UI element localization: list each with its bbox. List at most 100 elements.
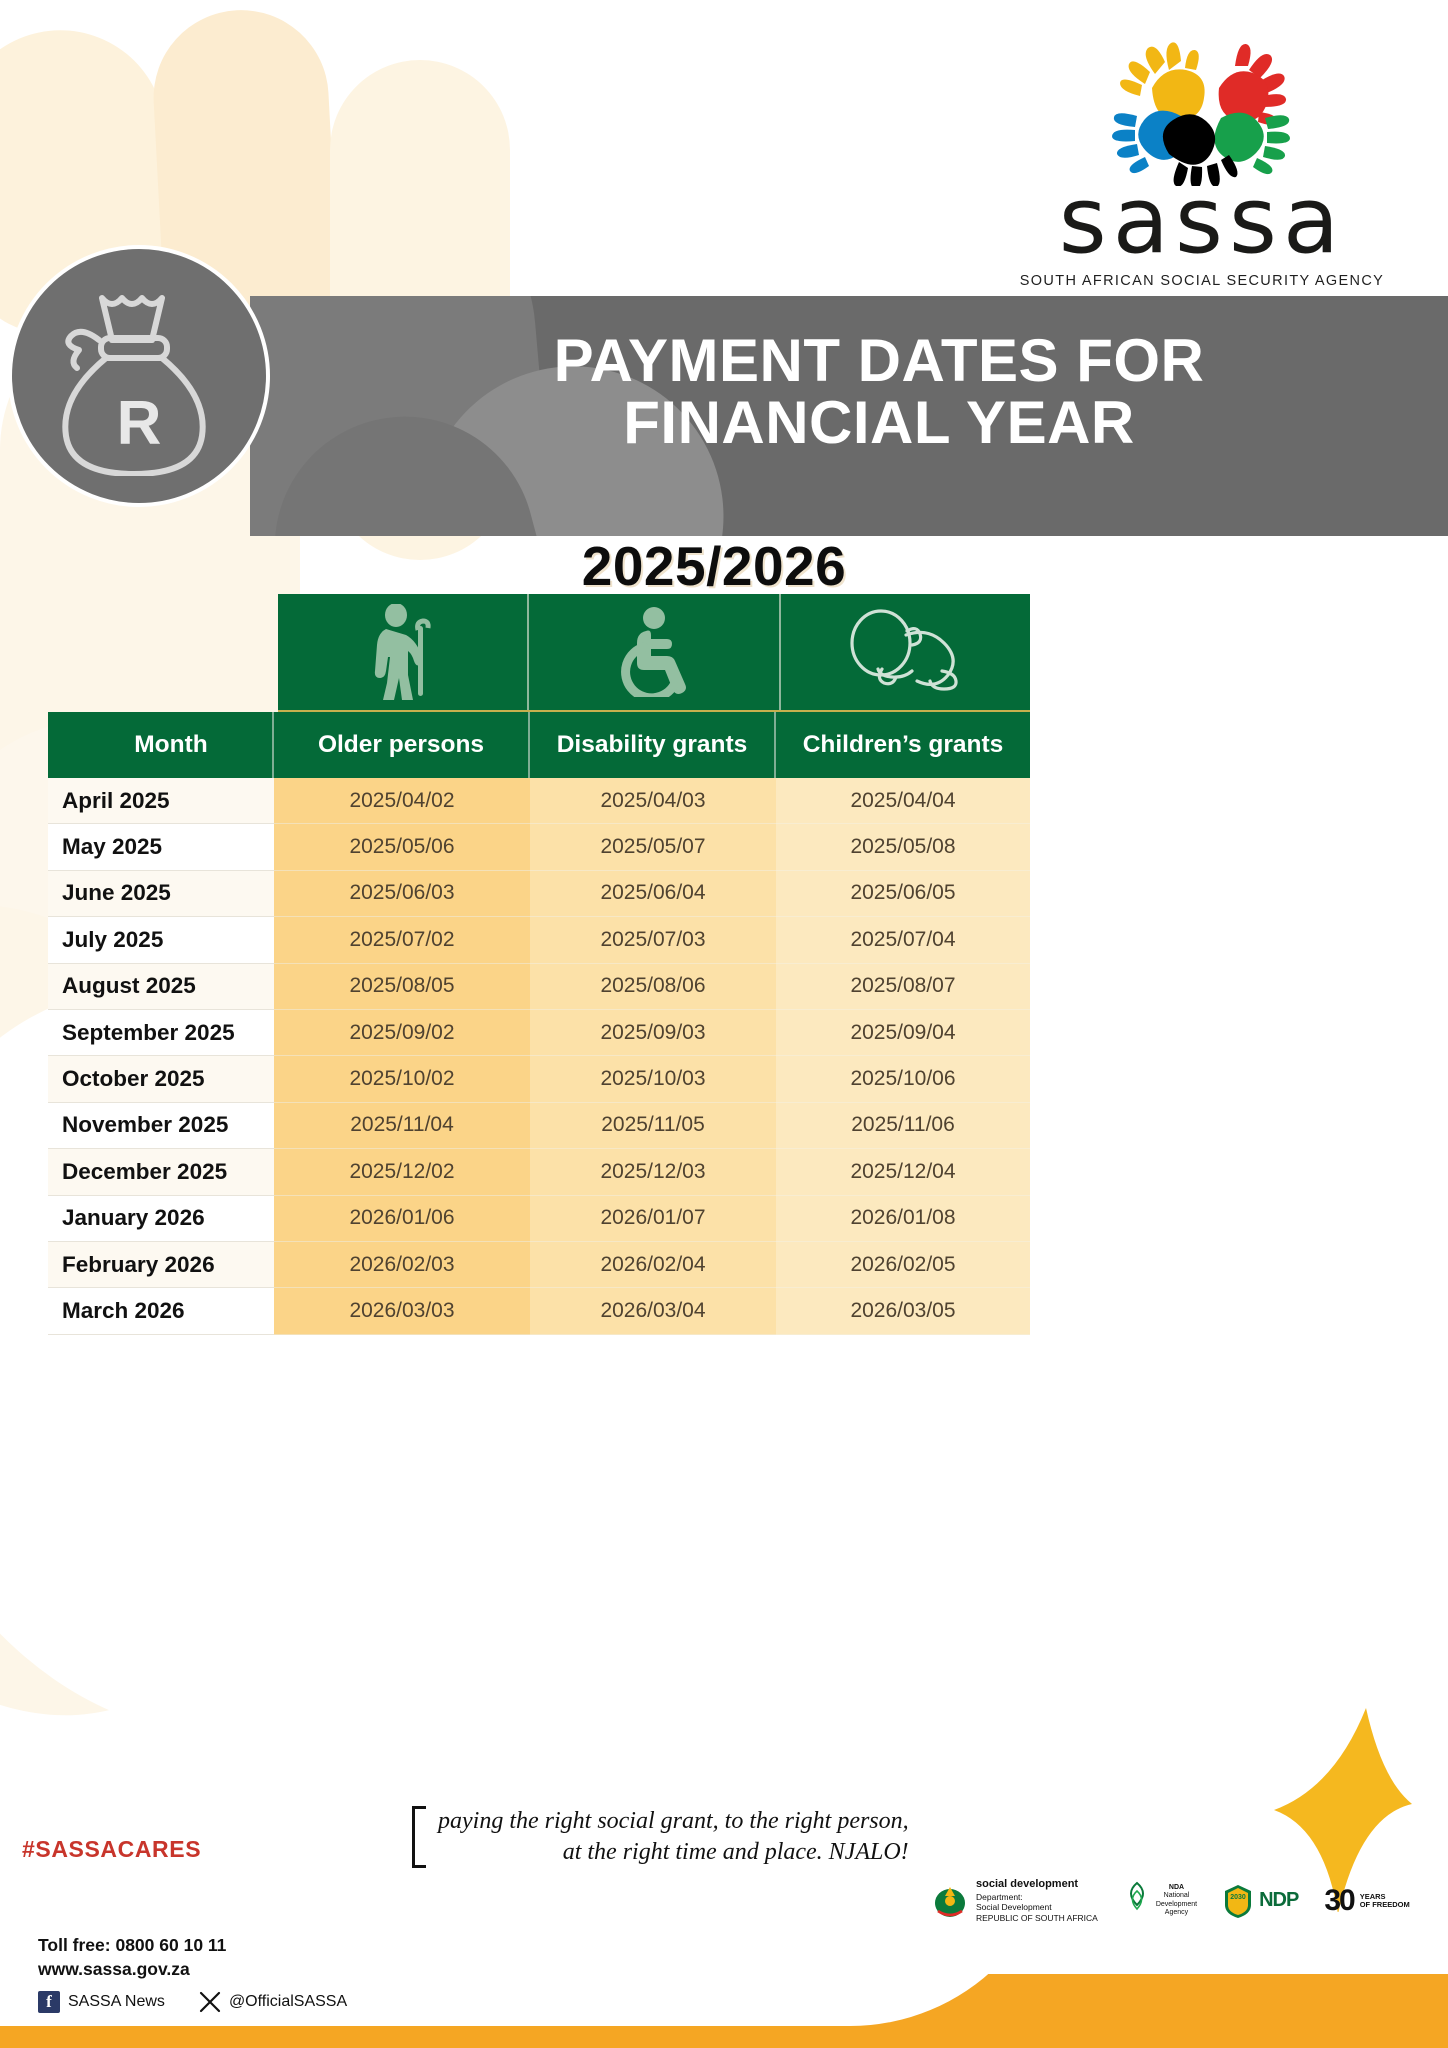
- table-row: March 2026 2026/03/03 2026/03/04 2026/03/05: [48, 1288, 1030, 1335]
- wordmark-text: sassa: [1058, 167, 1346, 274]
- toll-free-number: Toll free: 0800 60 10 11: [38, 1935, 227, 1955]
- older-persons-cell: 2025/08/05: [274, 963, 530, 1010]
- baby-icon: [850, 609, 958, 691]
- page-title-line1: PAYMENT DATES FOR: [553, 327, 1205, 394]
- table-row: April 2025 2025/04/02 2025/04/03 2025/04/04: [48, 778, 1030, 825]
- anniversary-number: 30: [1324, 1883, 1355, 1917]
- childrens-grants-cell: 2026/01/08: [776, 1195, 1030, 1242]
- childrens-grants-cell: 2025/04/04: [776, 778, 1030, 825]
- month-cell: September 2025: [48, 1009, 274, 1057]
- starburst-decoration: [1274, 1708, 1412, 1914]
- bracket-decoration: [412, 1806, 426, 1868]
- table-row: February 2026 2026/02/03 2026/02/04 2026/02…: [48, 1241, 1030, 1289]
- handprints-icon: [1112, 42, 1290, 186]
- table-row: January 2026 2026/01/06 2026/01/07 2026/01/…: [48, 1195, 1030, 1242]
- disability-grants-cell: 2025/10/03: [530, 1056, 776, 1103]
- dsd-line-3: REPUBLIC OF SOUTH AFRICA: [976, 1913, 1098, 1923]
- older-persons-cell: 2025/05/06: [274, 824, 530, 871]
- month-cell: December 2025: [48, 1149, 274, 1196]
- childrens-grants-cell: 2025/11/06: [776, 1102, 1030, 1150]
- column-header-month: Month: [48, 712, 274, 778]
- older-person-icon: [374, 604, 431, 700]
- dsd-title: social development: [976, 1878, 1079, 1890]
- partner-nda: NDA National Development Agency: [1124, 1881, 1197, 1921]
- ndp-shield-icon: 2030: [1225, 1884, 1252, 1918]
- disability-grants-cell: 2025/04/03: [530, 778, 776, 825]
- facebook-link[interactable]: f SASSA News: [38, 1991, 165, 2014]
- tagline-block: paying the right social grant, to the ri…: [412, 1806, 909, 1868]
- older-persons-cell: 2025/10/02: [274, 1056, 530, 1103]
- disability-grants-cell: 2025/07/03: [530, 917, 776, 964]
- facebook-handle: SASSA News: [68, 1993, 165, 2011]
- column-header-older-persons: Older persons: [274, 712, 530, 778]
- disability-grants-cell: 2026/02/04: [530, 1241, 776, 1289]
- month-cell: July 2025: [48, 917, 274, 964]
- page-title-line2: FINANCIAL YEAR: [623, 389, 1135, 457]
- childrens-grants-cell: 2025/12/04: [776, 1149, 1030, 1196]
- nda-line-1: National: [1163, 1892, 1190, 1900]
- column-header-childrens-grants: Children’s grants: [776, 712, 1030, 778]
- dsd-line-1: Department:: [976, 1891, 1023, 1902]
- month-cell: January 2026: [48, 1195, 274, 1242]
- table-row: July 2025 2025/07/02 2025/07/03 2025/07/04: [48, 917, 1030, 964]
- older-persons-cell: 2025/06/03: [274, 870, 530, 918]
- older-persons-cell: 2026/03/03: [274, 1288, 530, 1335]
- wheelchair-icon: [621, 607, 686, 697]
- anniversary-line-2: OF FREEDOM: [1359, 1899, 1410, 1909]
- dsd-line-2: Social Development: [976, 1902, 1052, 1913]
- older-persons-cell: 2026/01/06: [274, 1195, 530, 1242]
- x-twitter-icon: [199, 1992, 221, 2013]
- month-cell: May 2025: [48, 824, 274, 871]
- disability-grants-cell: 2025/05/07: [530, 824, 776, 871]
- month-cell: March 2026: [48, 1288, 274, 1335]
- disability-grants-cell: 2025/11/05: [530, 1102, 776, 1150]
- sa-coat-of-arms-icon: [935, 1886, 965, 1917]
- tagline-line-2: at the right time and place. NJALO!: [562, 1839, 909, 1866]
- icon-cell-older-persons: [278, 594, 530, 710]
- category-icons-band: [278, 594, 1030, 712]
- disability-grants-cell: 2025/12/03: [530, 1149, 776, 1196]
- disability-grants-cell: 2025/08/06: [530, 963, 776, 1010]
- month-cell: June 2025: [48, 870, 274, 918]
- partner-ndp: 2030 NDP: [1223, 1883, 1299, 1919]
- nda-line-2: Development: [1155, 1900, 1198, 1908]
- financial-year-label: 2025/2026: [581, 535, 847, 597]
- table-header-row: Month Older persons Disability grants Ch…: [48, 712, 1030, 778]
- money-bag-icon: R: [62, 295, 206, 476]
- month-cell: August 2025: [48, 963, 274, 1010]
- older-persons-cell: 2025/09/02: [274, 1009, 530, 1057]
- payment-dates-table: Month Older persons Disability grants Ch…: [48, 712, 1030, 1335]
- facebook-icon: f: [38, 1991, 60, 2014]
- nda-swirl-icon: [1129, 1881, 1144, 1911]
- disability-grants-cell: 2026/01/07: [530, 1195, 776, 1242]
- ndp-abbr: NDP: [1259, 1889, 1299, 1912]
- childrens-grants-cell: 2025/06/05: [776, 870, 1030, 918]
- anniversary-line-1: YEARS: [1359, 1891, 1386, 1901]
- tagline-line-1: paying the right social grant, to the ri…: [438, 1808, 909, 1834]
- title-banner: PAYMENT DATES FOR FINANCIAL YEAR: [250, 296, 1448, 536]
- childrens-grants-cell: 2025/08/07: [776, 963, 1030, 1010]
- childrens-grants-cell: 2025/09/04: [776, 1009, 1030, 1057]
- childrens-grants-cell: 2025/07/04: [776, 917, 1030, 964]
- footer-band: Toll free: 0800 60 10 11 www.sassa.gov.z…: [0, 1912, 1448, 2048]
- twitter-x-link[interactable]: @OfficialSASSA: [199, 1991, 347, 2013]
- money-bag-badge: R: [8, 245, 270, 507]
- nda-line-3: Agency: [1164, 1909, 1189, 1917]
- month-cell: October 2025: [48, 1056, 274, 1103]
- older-persons-cell: 2025/11/04: [274, 1102, 530, 1150]
- disability-grants-cell: 2025/09/03: [530, 1009, 776, 1057]
- partner-30-years-freedom: 30 YEARS OF FREEDOM: [1324, 1884, 1409, 1918]
- partner-logos: social development Department: Social De…: [930, 1878, 1410, 1924]
- childrens-grants-cell: 2026/02/05: [776, 1241, 1030, 1289]
- ndp-year-text: 2030: [1230, 1894, 1246, 1901]
- partner-social-development: social development Department: Social De…: [930, 1878, 1098, 1924]
- older-persons-cell: 2025/04/02: [274, 778, 530, 825]
- hashtag-sassacares: #SASSACARES: [22, 1836, 202, 1862]
- childrens-grants-cell: 2026/03/05: [776, 1288, 1030, 1335]
- table-row: September 2025 2025/09/02 2025/09/03 2025/0…: [48, 1009, 1030, 1057]
- month-cell: April 2025: [48, 778, 274, 825]
- website-url[interactable]: www.sassa.gov.za: [38, 1958, 190, 1979]
- table-row: May 2025 2025/05/06 2025/05/07 2025/05/08: [48, 824, 1030, 871]
- childrens-grants-cell: 2025/10/06: [776, 1056, 1030, 1103]
